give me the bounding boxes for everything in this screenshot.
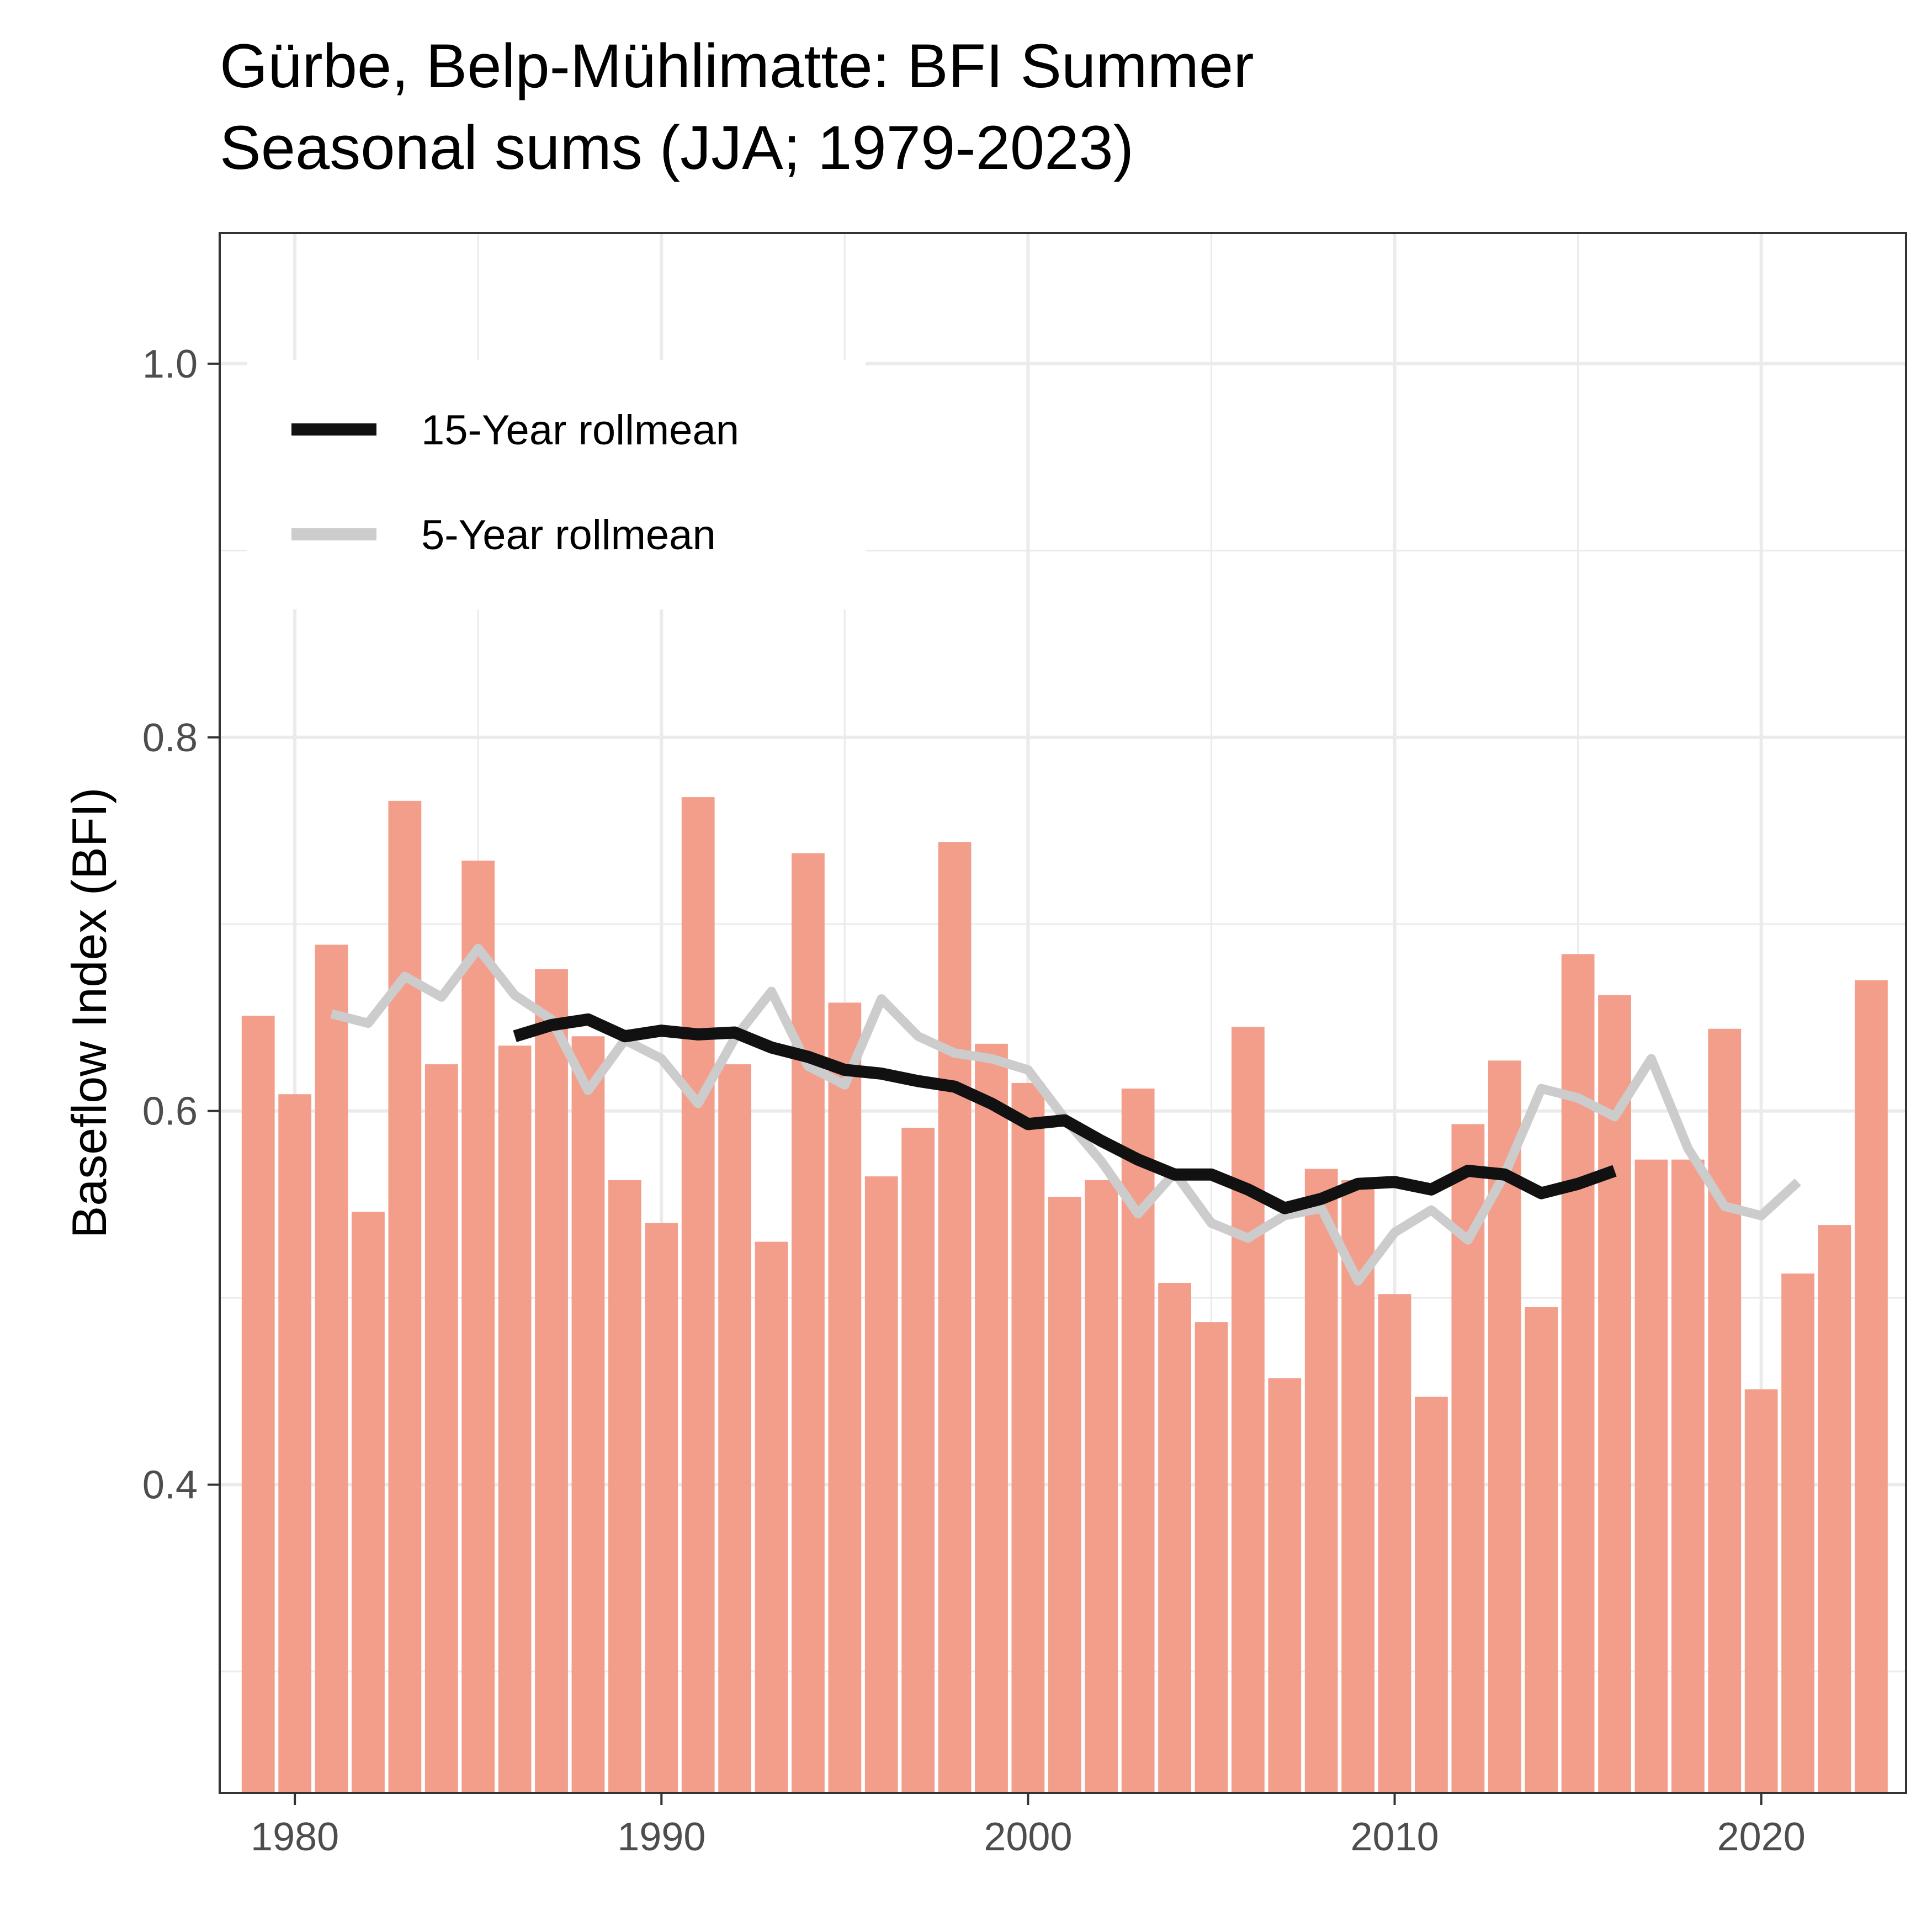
chart-subtitle: Seasonal sums (JJA; 1979-2023) [220,113,1134,182]
y-tick-label-0.8: 0.8 [142,716,198,760]
bar-2004 [1158,1283,1191,1793]
bar-1985 [461,861,495,1793]
bar-2001 [1048,1197,1081,1793]
x-tick-label-2020: 2020 [1717,1815,1806,1859]
bar-2023 [1855,980,1888,1793]
bar-1989 [608,1180,641,1793]
x-tick-label-1990: 1990 [617,1815,705,1859]
bar-1981 [315,944,348,1793]
bar-1995 [828,1002,862,1793]
bar-1982 [352,1212,385,1793]
bar-2021 [1781,1273,1814,1793]
bar-1997 [901,1128,935,1793]
bar-2002 [1085,1180,1118,1793]
bar-1999 [975,1043,1008,1793]
y-tick-label-0.4: 0.4 [142,1463,198,1508]
bar-1987 [535,969,568,1793]
bar-1998 [938,842,972,1793]
bar-2007 [1268,1378,1302,1793]
legend: 15-Year rollmean 5-Year rollmean [247,360,866,609]
rollmean-lines [330,943,1801,1286]
bar-1994 [792,853,825,1793]
bar-1990 [645,1223,678,1793]
bar-1996 [864,1176,898,1793]
bar-2019 [1708,1028,1742,1793]
y-tick-label-0.6: 0.6 [142,1090,198,1134]
bar-2005 [1195,1322,1228,1793]
bar-1993 [755,1241,788,1793]
bar-2011 [1415,1397,1448,1793]
x-tick-label-2000: 2000 [984,1815,1072,1859]
bar-2010 [1378,1294,1411,1793]
bar-1986 [498,1045,532,1793]
bar-2022 [1818,1225,1851,1793]
bar-1988 [571,1036,605,1793]
y-tick-label-1: 1.0 [142,342,198,386]
bar-1991 [681,797,715,1793]
bar-1984 [424,1064,458,1793]
bar-2018 [1671,1159,1705,1793]
panel-border [219,232,1907,1794]
bar-1980 [278,1094,312,1793]
bar-2017 [1634,1159,1668,1793]
legend-label-15-year: 15-Year rollmean [421,407,739,454]
legend-background [247,360,866,609]
x-tick-label-2010: 2010 [1350,1815,1439,1859]
legend-label-5-year: 5-Year rollmean [421,512,716,559]
bar-2006 [1232,1027,1265,1793]
bar-2014 [1525,1307,1558,1793]
y-axis-title: Baseflow Index (BFI) [62,788,116,1239]
bar-2016 [1598,995,1631,1793]
line-15-year-rollmean [513,1013,1617,1214]
bar-2015 [1561,954,1595,1793]
bar-2000 [1011,1082,1045,1793]
bar-2008 [1304,1169,1338,1793]
bar-2020 [1744,1389,1778,1793]
x-tick-label-1980: 1980 [251,1815,339,1859]
bar-1992 [718,1064,751,1793]
bar-1979 [241,1016,275,1793]
axis-ticks: 1980 1990 2000 2010 2020 0.4 0.6 0.8 1.0 [142,342,1806,1859]
bar-1983 [388,800,422,1793]
chart-title: Gürbe, Belp-Mühlimatte: BFI Summer [220,31,1254,100]
